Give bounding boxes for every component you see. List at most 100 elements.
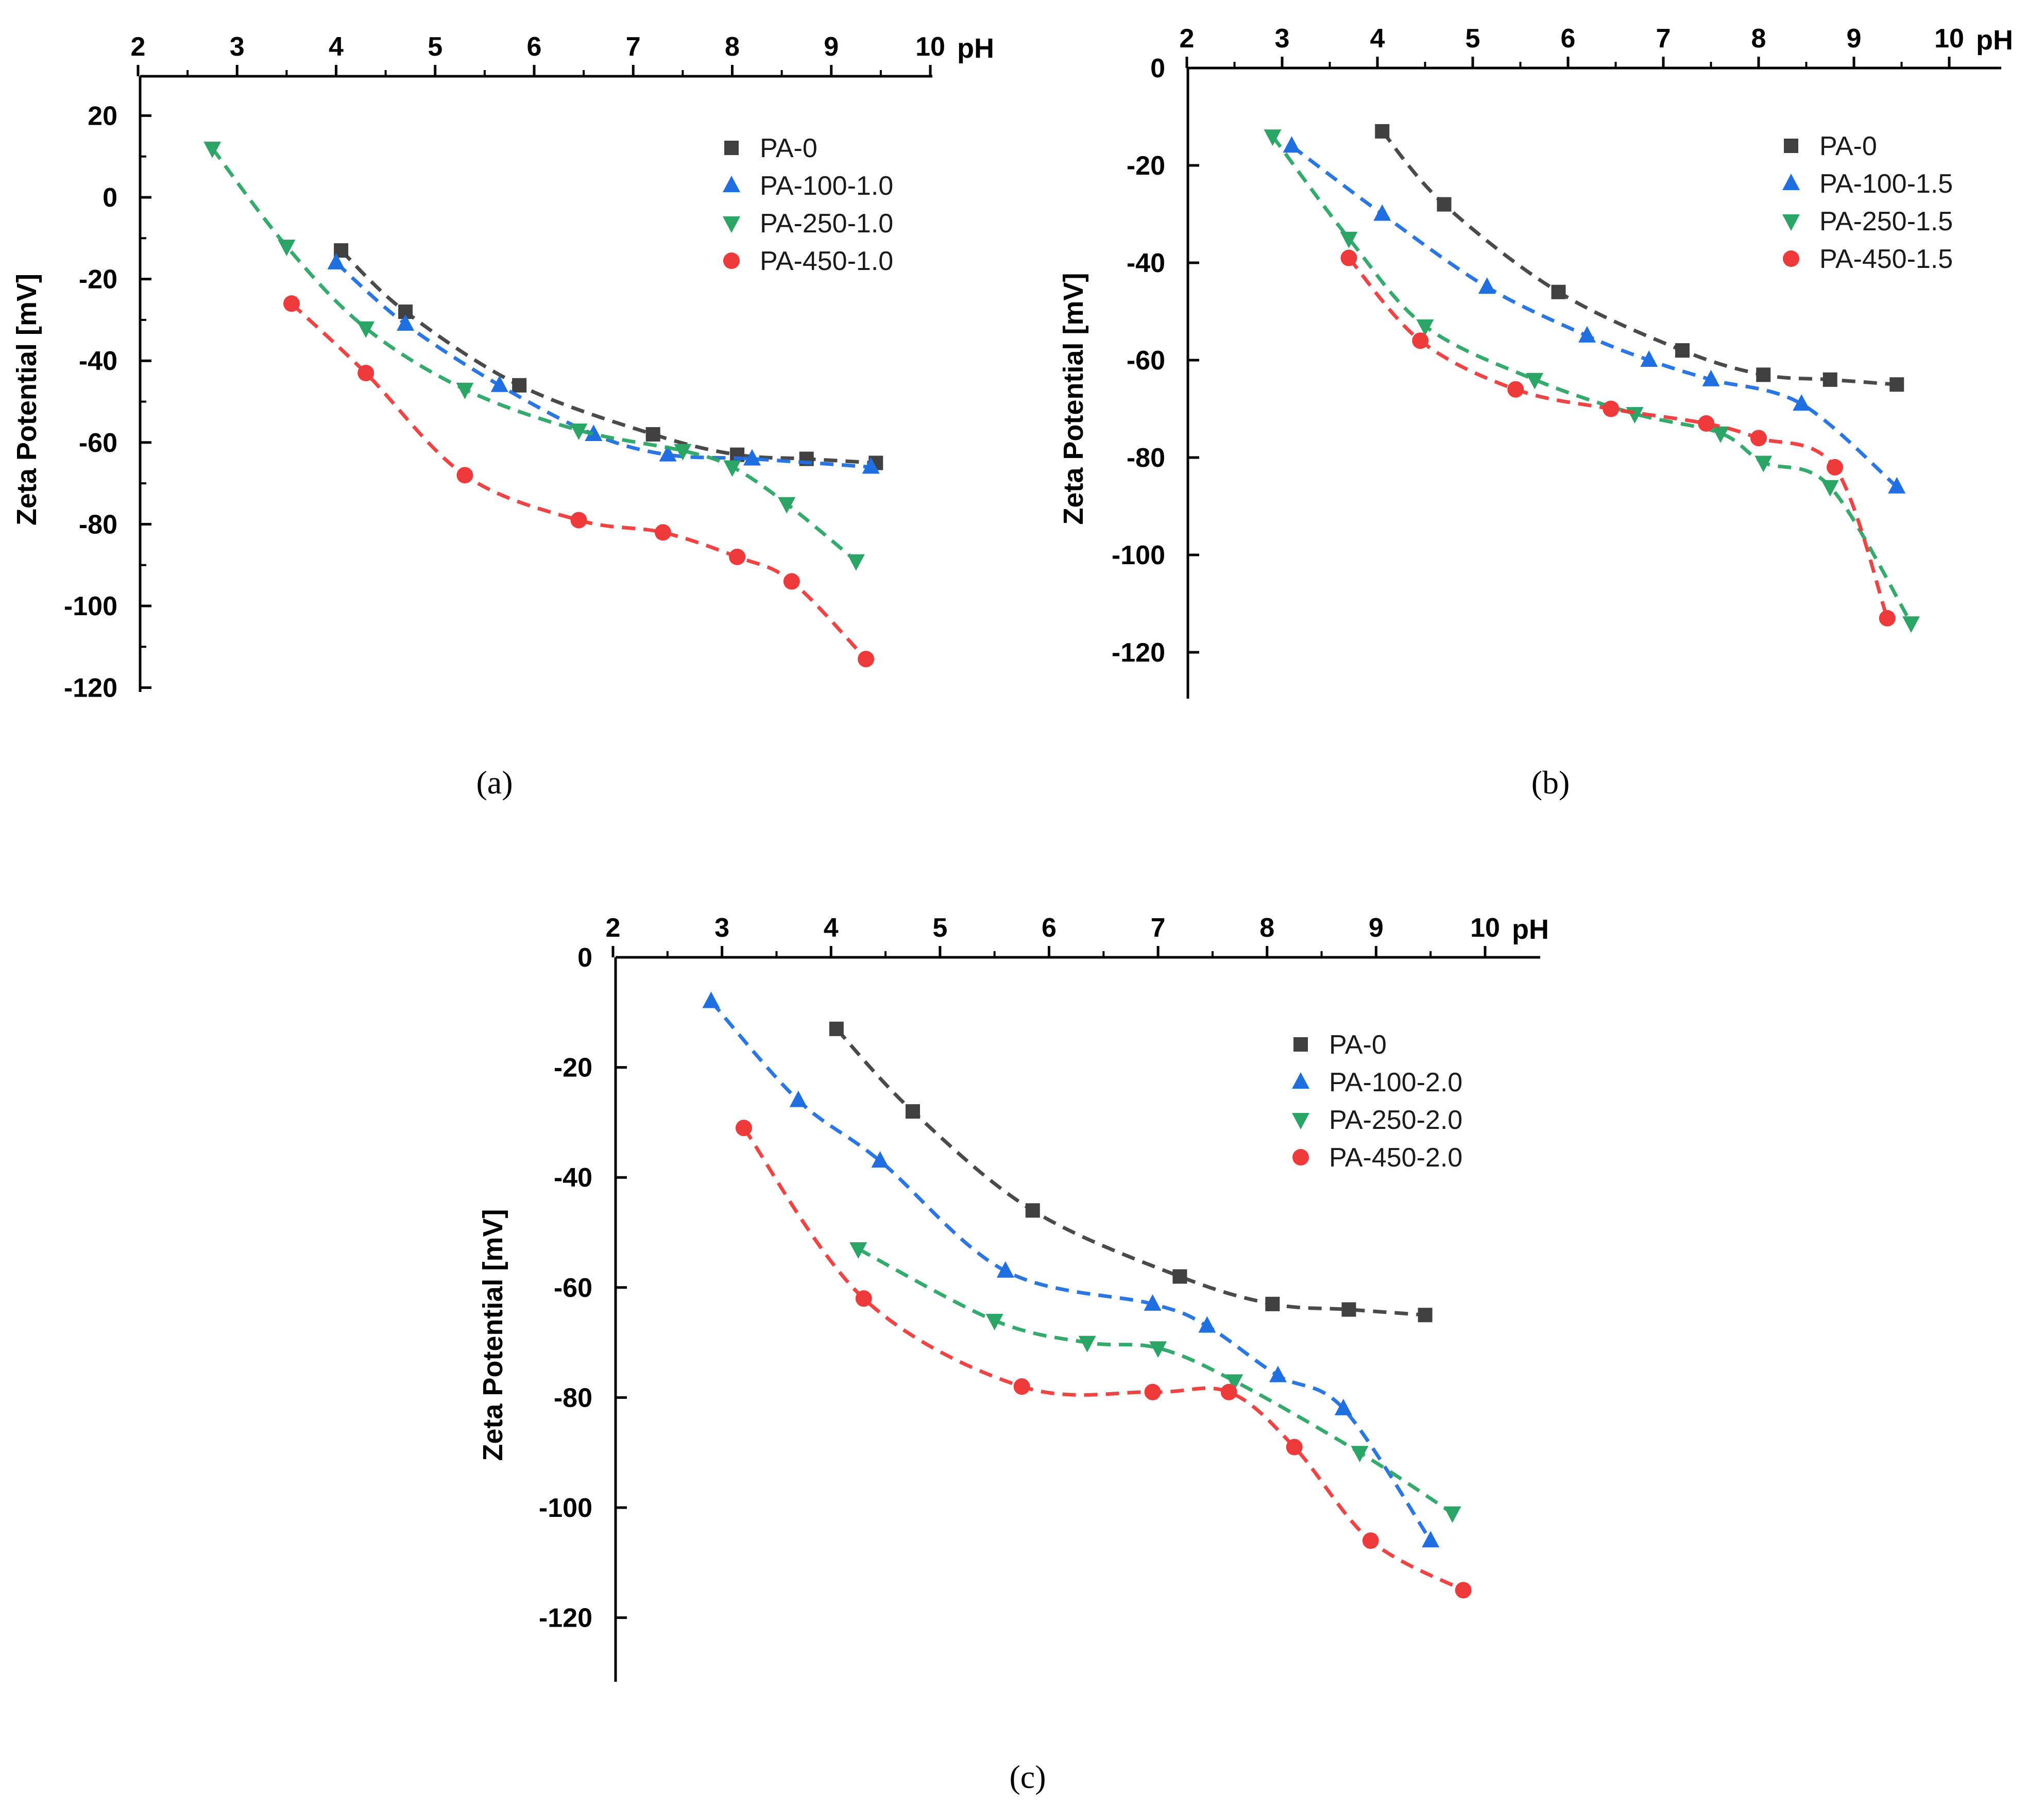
- data-point: [1793, 394, 1811, 411]
- data-point: [570, 424, 588, 441]
- x-axis-label: pH: [1976, 25, 2013, 56]
- data-point: [905, 1104, 920, 1119]
- legend-label: PA-250-2.0: [1329, 1105, 1462, 1135]
- data-point: [862, 457, 880, 474]
- data-point: [743, 449, 761, 466]
- data-point: [735, 1120, 752, 1137]
- series-PA-250-1.5: [1264, 129, 1920, 633]
- series-PA-0: [1375, 124, 1904, 392]
- data-point: [357, 321, 375, 338]
- x-tick-label: 8: [725, 32, 740, 62]
- y-tick-label: -80: [1127, 443, 1165, 473]
- y-tick-label: -40: [79, 346, 117, 376]
- y-axis-label: Zeta Potential [mV]: [11, 274, 42, 526]
- x-tick-label: 7: [626, 32, 641, 62]
- data-point: [829, 1021, 844, 1036]
- y-tick-label: -120: [1112, 638, 1165, 668]
- x-tick-label: 3: [1275, 24, 1290, 54]
- legend-marker: [1292, 1149, 1309, 1165]
- data-point: [702, 991, 720, 1008]
- legend-marker: [1293, 1037, 1308, 1052]
- data-point: [1373, 204, 1391, 221]
- data-point: [1750, 430, 1767, 447]
- x-tick-label: 4: [1370, 24, 1385, 54]
- data-point: [1416, 319, 1434, 336]
- series-PA-100-1.5: [1283, 136, 1906, 494]
- data-point: [570, 512, 587, 529]
- x-tick-label: 2: [606, 913, 621, 943]
- data-point: [585, 424, 603, 441]
- legend-marker: [1784, 139, 1798, 153]
- data-point: [1341, 1302, 1356, 1317]
- x-axis-label: pH: [1512, 914, 1549, 945]
- x-tick-label: 9: [824, 32, 839, 62]
- series-fit-line: [742, 1127, 1464, 1592]
- data-point: [645, 427, 660, 442]
- data-point: [1144, 1383, 1161, 1400]
- y-tick-label: -20: [554, 1053, 592, 1083]
- data-point: [456, 467, 473, 484]
- x-tick-label: 10: [1470, 913, 1500, 943]
- x-tick-label: 8: [1259, 913, 1274, 943]
- x-tick-label: 7: [1151, 913, 1166, 943]
- y-tick-label: -40: [1127, 248, 1165, 278]
- x-tick-label: 6: [1561, 24, 1576, 54]
- legend-label: PA-0: [1329, 1030, 1387, 1060]
- series-PA-450-2.0: [735, 1120, 1472, 1599]
- data-point: [778, 497, 796, 514]
- series-fit-line: [1347, 257, 1889, 619]
- data-point: [278, 240, 296, 257]
- data-point: [654, 524, 671, 541]
- legend-marker: [724, 141, 739, 155]
- x-tick-label: 4: [329, 32, 344, 62]
- legend-marker: [723, 176, 740, 192]
- legend-marker: [1292, 1113, 1309, 1129]
- x-tick-label: 8: [1751, 24, 1766, 54]
- series-fit-line: [709, 1000, 1433, 1542]
- data-point: [1443, 1506, 1461, 1523]
- data-point: [659, 445, 677, 462]
- legend-label: PA-100-1.5: [1819, 169, 1953, 199]
- data-point: [1172, 1269, 1187, 1284]
- data-point: [1375, 124, 1390, 139]
- series-fit-line: [1271, 135, 1913, 624]
- chart-panel-b: 2 3 4 5 6 7 8 9 10 pH 0 -20 -40 -60 -80 -100 -120 Zeta Po…: [1058, 24, 2013, 801]
- data-point: [996, 1261, 1014, 1278]
- y-tick-label: -60: [1127, 346, 1165, 376]
- legend: PA-0 PA-100-1.0 PA-250-1.0 PA-450-1.0: [723, 133, 893, 276]
- data-point: [871, 1151, 889, 1168]
- x-tick-label: 3: [714, 913, 729, 943]
- x-tick-label: 5: [1466, 24, 1480, 54]
- data-point: [849, 1242, 867, 1259]
- data-point: [1889, 377, 1904, 392]
- series-PA-450-1.5: [1340, 249, 1896, 627]
- data-point: [1269, 1365, 1287, 1382]
- legend: PA-0 PA-100-2.0 PA-250-2.0 PA-450-2.0: [1292, 1030, 1462, 1173]
- x-tick-label: 3: [230, 32, 245, 62]
- data-point: [1702, 369, 1720, 386]
- x-axis-label: pH: [957, 33, 994, 64]
- y-tick-label: 0: [577, 943, 592, 973]
- data-point: [729, 548, 746, 565]
- data-point: [1821, 480, 1839, 497]
- data-point: [1078, 1336, 1096, 1353]
- data-point: [723, 460, 741, 477]
- x-tick-label: 10: [1934, 24, 1964, 54]
- data-point: [1418, 1308, 1433, 1323]
- legend-marker: [1783, 250, 1799, 267]
- chart-panel-a: 2 3 4 5 6 7 8 9 10 pH 20 0 -20 -40 -60 -80 -100 -120 Zeta …: [11, 32, 994, 801]
- data-point: [1712, 426, 1729, 443]
- data-point: [1478, 277, 1496, 294]
- series-PA-0: [829, 1021, 1433, 1323]
- series-PA-100-2.0: [702, 991, 1440, 1548]
- data-point: [456, 382, 474, 399]
- legend-marker: [723, 252, 740, 269]
- x-tick-label: 7: [1656, 24, 1671, 54]
- data-point: [1412, 332, 1429, 349]
- data-point: [1220, 1383, 1237, 1400]
- y-tick-label: -60: [554, 1273, 592, 1303]
- data-point: [1286, 1439, 1303, 1456]
- data-point: [1283, 136, 1301, 153]
- data-point: [1437, 197, 1452, 212]
- x-tick-label: 2: [131, 32, 146, 62]
